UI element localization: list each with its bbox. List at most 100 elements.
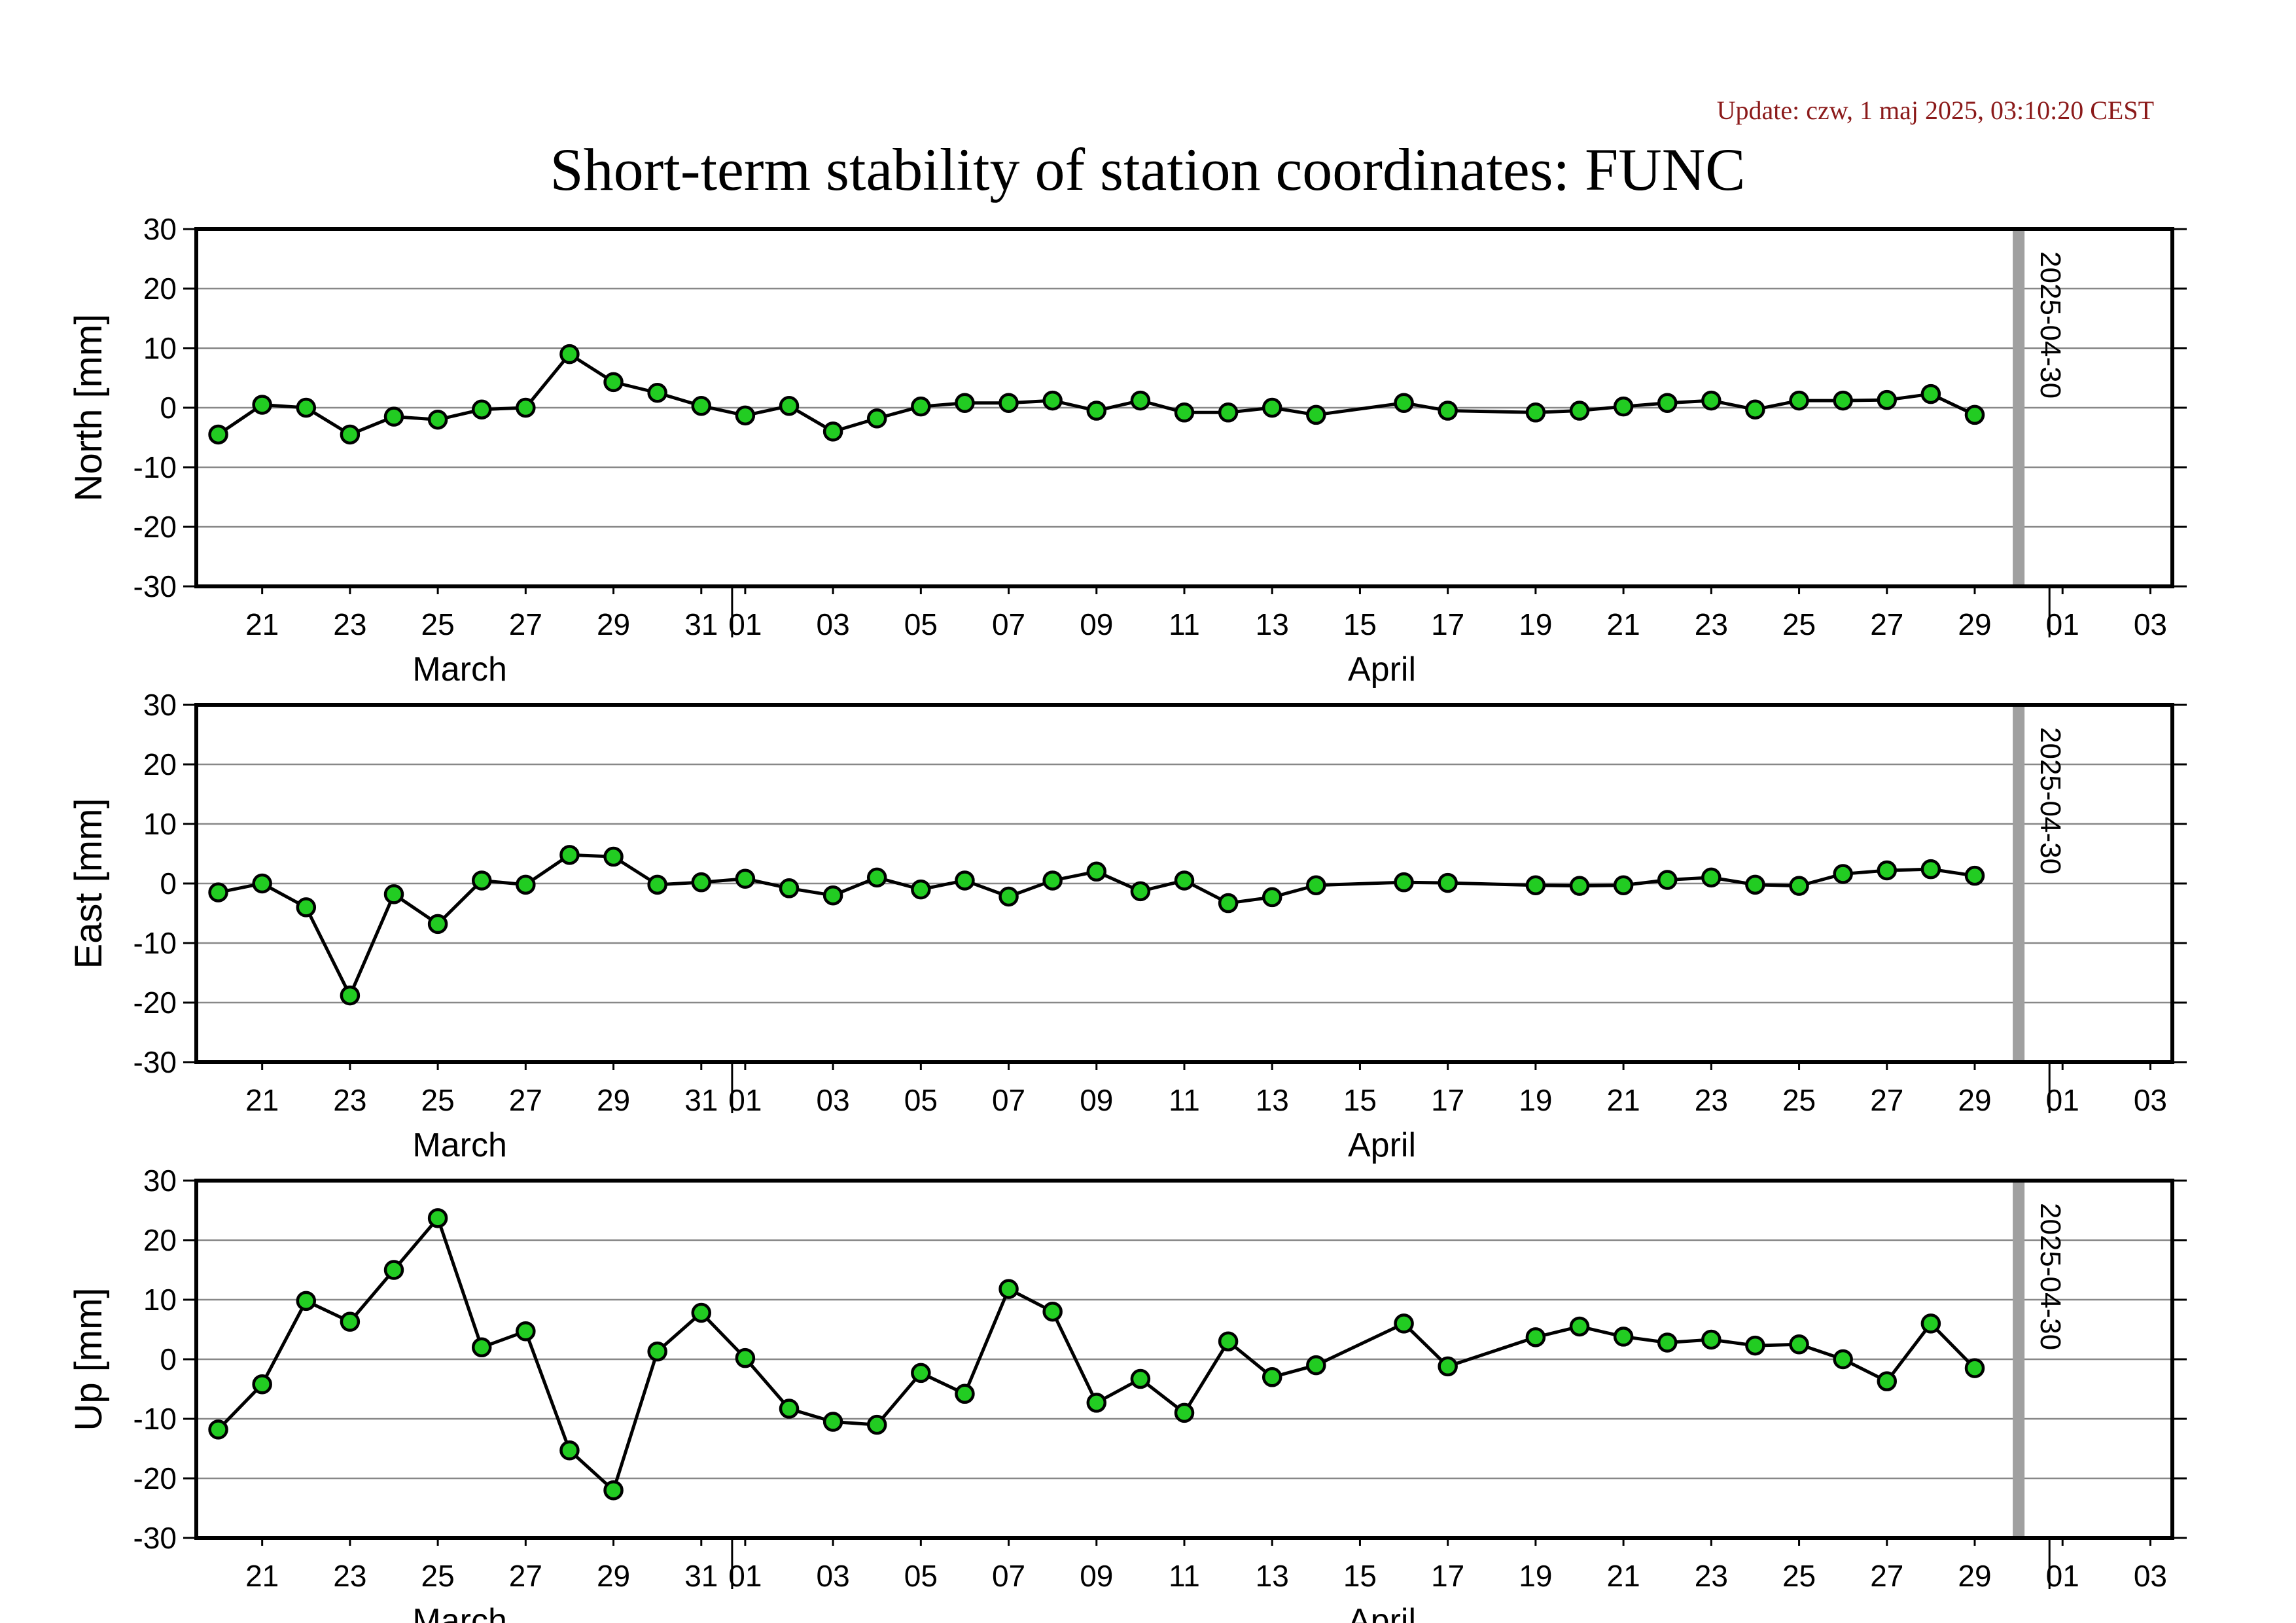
data-point	[866, 867, 887, 888]
x-tick-label: 19	[1519, 1559, 1552, 1593]
data-point	[208, 1419, 228, 1440]
y-tick-label: 10	[143, 1283, 177, 1317]
x-tick-label: 25	[421, 1083, 455, 1117]
x-tick-label: 25	[421, 1559, 455, 1593]
x-tick-label: 01	[2046, 1559, 2079, 1593]
data-point	[1657, 870, 1678, 890]
data-point	[516, 874, 536, 895]
x-tick-label: 25	[1782, 1559, 1816, 1593]
data-point	[1086, 1393, 1107, 1413]
data-point	[1789, 876, 1809, 896]
y-tick-label: 20	[143, 747, 177, 781]
y-tick-label: -30	[133, 569, 177, 603]
data-point	[866, 1414, 887, 1435]
x-tick-label: 27	[1870, 1083, 1903, 1117]
data-point	[1438, 401, 1458, 421]
y-tick-label: -20	[133, 510, 177, 544]
data-point	[296, 1291, 317, 1311]
y-tick-label: 20	[143, 1223, 177, 1257]
x-tick-label: 05	[904, 1559, 938, 1593]
x-tick-label: 09	[1080, 607, 1113, 641]
data-point	[735, 1347, 756, 1368]
data-point	[1218, 1331, 1239, 1351]
x-tick-label: 29	[597, 607, 630, 641]
data-point	[955, 870, 975, 891]
x-tick-label: 01	[728, 1559, 762, 1593]
x-tick-label: 07	[992, 1559, 1025, 1593]
data-point	[1394, 393, 1414, 413]
data-point	[911, 879, 931, 900]
data-point	[1525, 875, 1546, 895]
x-tick-label: 27	[509, 1083, 542, 1117]
x-tick-label: 21	[245, 1559, 279, 1593]
series-group	[208, 1208, 1985, 1501]
x-tick-label: 11	[1169, 1559, 1200, 1593]
y-tick-label: 10	[143, 807, 177, 841]
data-point	[1306, 404, 1326, 425]
x-tick-label: 09	[1080, 1083, 1113, 1117]
x-tick-label: 01	[728, 607, 762, 641]
x-tick-label: 27	[1870, 1559, 1903, 1593]
x-tick-label: 03	[817, 1559, 850, 1593]
data-point	[1086, 861, 1107, 882]
month-label: April	[1348, 651, 1416, 688]
data-point	[1306, 875, 1326, 895]
data-point	[1525, 1327, 1546, 1347]
data-point	[471, 399, 492, 419]
y-tick-label: -20	[133, 986, 177, 1020]
x-tick-label: 03	[2134, 607, 2167, 641]
y-tick-label: 0	[160, 391, 177, 425]
data-point	[1964, 865, 1985, 886]
data-point	[1613, 396, 1634, 417]
data-point	[1745, 874, 1765, 895]
data-point	[603, 372, 624, 393]
x-tick-label: 29	[597, 1559, 630, 1593]
data-point	[1964, 1358, 1985, 1378]
data-point	[1569, 401, 1590, 421]
data-point	[691, 1302, 712, 1323]
x-tick-label: 05	[904, 1083, 938, 1117]
x-tick-label: 13	[1256, 607, 1289, 641]
data-point	[471, 1337, 492, 1358]
data-point	[955, 393, 975, 413]
x-tick-label: 23	[1695, 607, 1728, 641]
series-group	[208, 344, 1985, 445]
x-tick-label: 03	[817, 1083, 850, 1117]
data-point	[1262, 887, 1282, 908]
data-point	[735, 405, 756, 426]
data-point	[603, 846, 624, 867]
data-point	[647, 874, 667, 895]
x-tick-label: 15	[1343, 1559, 1377, 1593]
data-point	[998, 1279, 1019, 1299]
data-point	[1130, 390, 1151, 411]
data-point	[1833, 1349, 1853, 1370]
x-tick-label: 29	[1958, 607, 1991, 641]
x-tick-label: 31	[684, 607, 718, 641]
data-point	[340, 424, 361, 445]
data-point	[516, 1321, 536, 1342]
data-point	[1789, 390, 1809, 411]
x-tick-label: 17	[1431, 607, 1464, 641]
data-point	[1877, 389, 1898, 410]
data-point	[1789, 1334, 1809, 1355]
data-point	[1833, 390, 1853, 411]
data-point	[252, 1374, 272, 1395]
data-point	[647, 383, 667, 403]
data-point	[1086, 401, 1107, 421]
data-point	[427, 914, 448, 935]
data-point	[822, 421, 843, 442]
x-tick-label: 07	[992, 1083, 1025, 1117]
data-point	[1130, 1368, 1151, 1389]
data-point	[1525, 402, 1546, 423]
data-point	[998, 886, 1019, 907]
x-tick-label: 17	[1431, 1559, 1464, 1593]
data-point	[296, 897, 317, 918]
y-tick-label: -20	[133, 1461, 177, 1495]
x-tick-label: 21	[1607, 1083, 1640, 1117]
data-point	[1833, 864, 1853, 884]
y-tick-label: 10	[143, 331, 177, 365]
x-tick-label: 23	[1695, 1559, 1728, 1593]
data-point	[1438, 1356, 1458, 1377]
x-tick-label: 23	[1695, 1083, 1728, 1117]
